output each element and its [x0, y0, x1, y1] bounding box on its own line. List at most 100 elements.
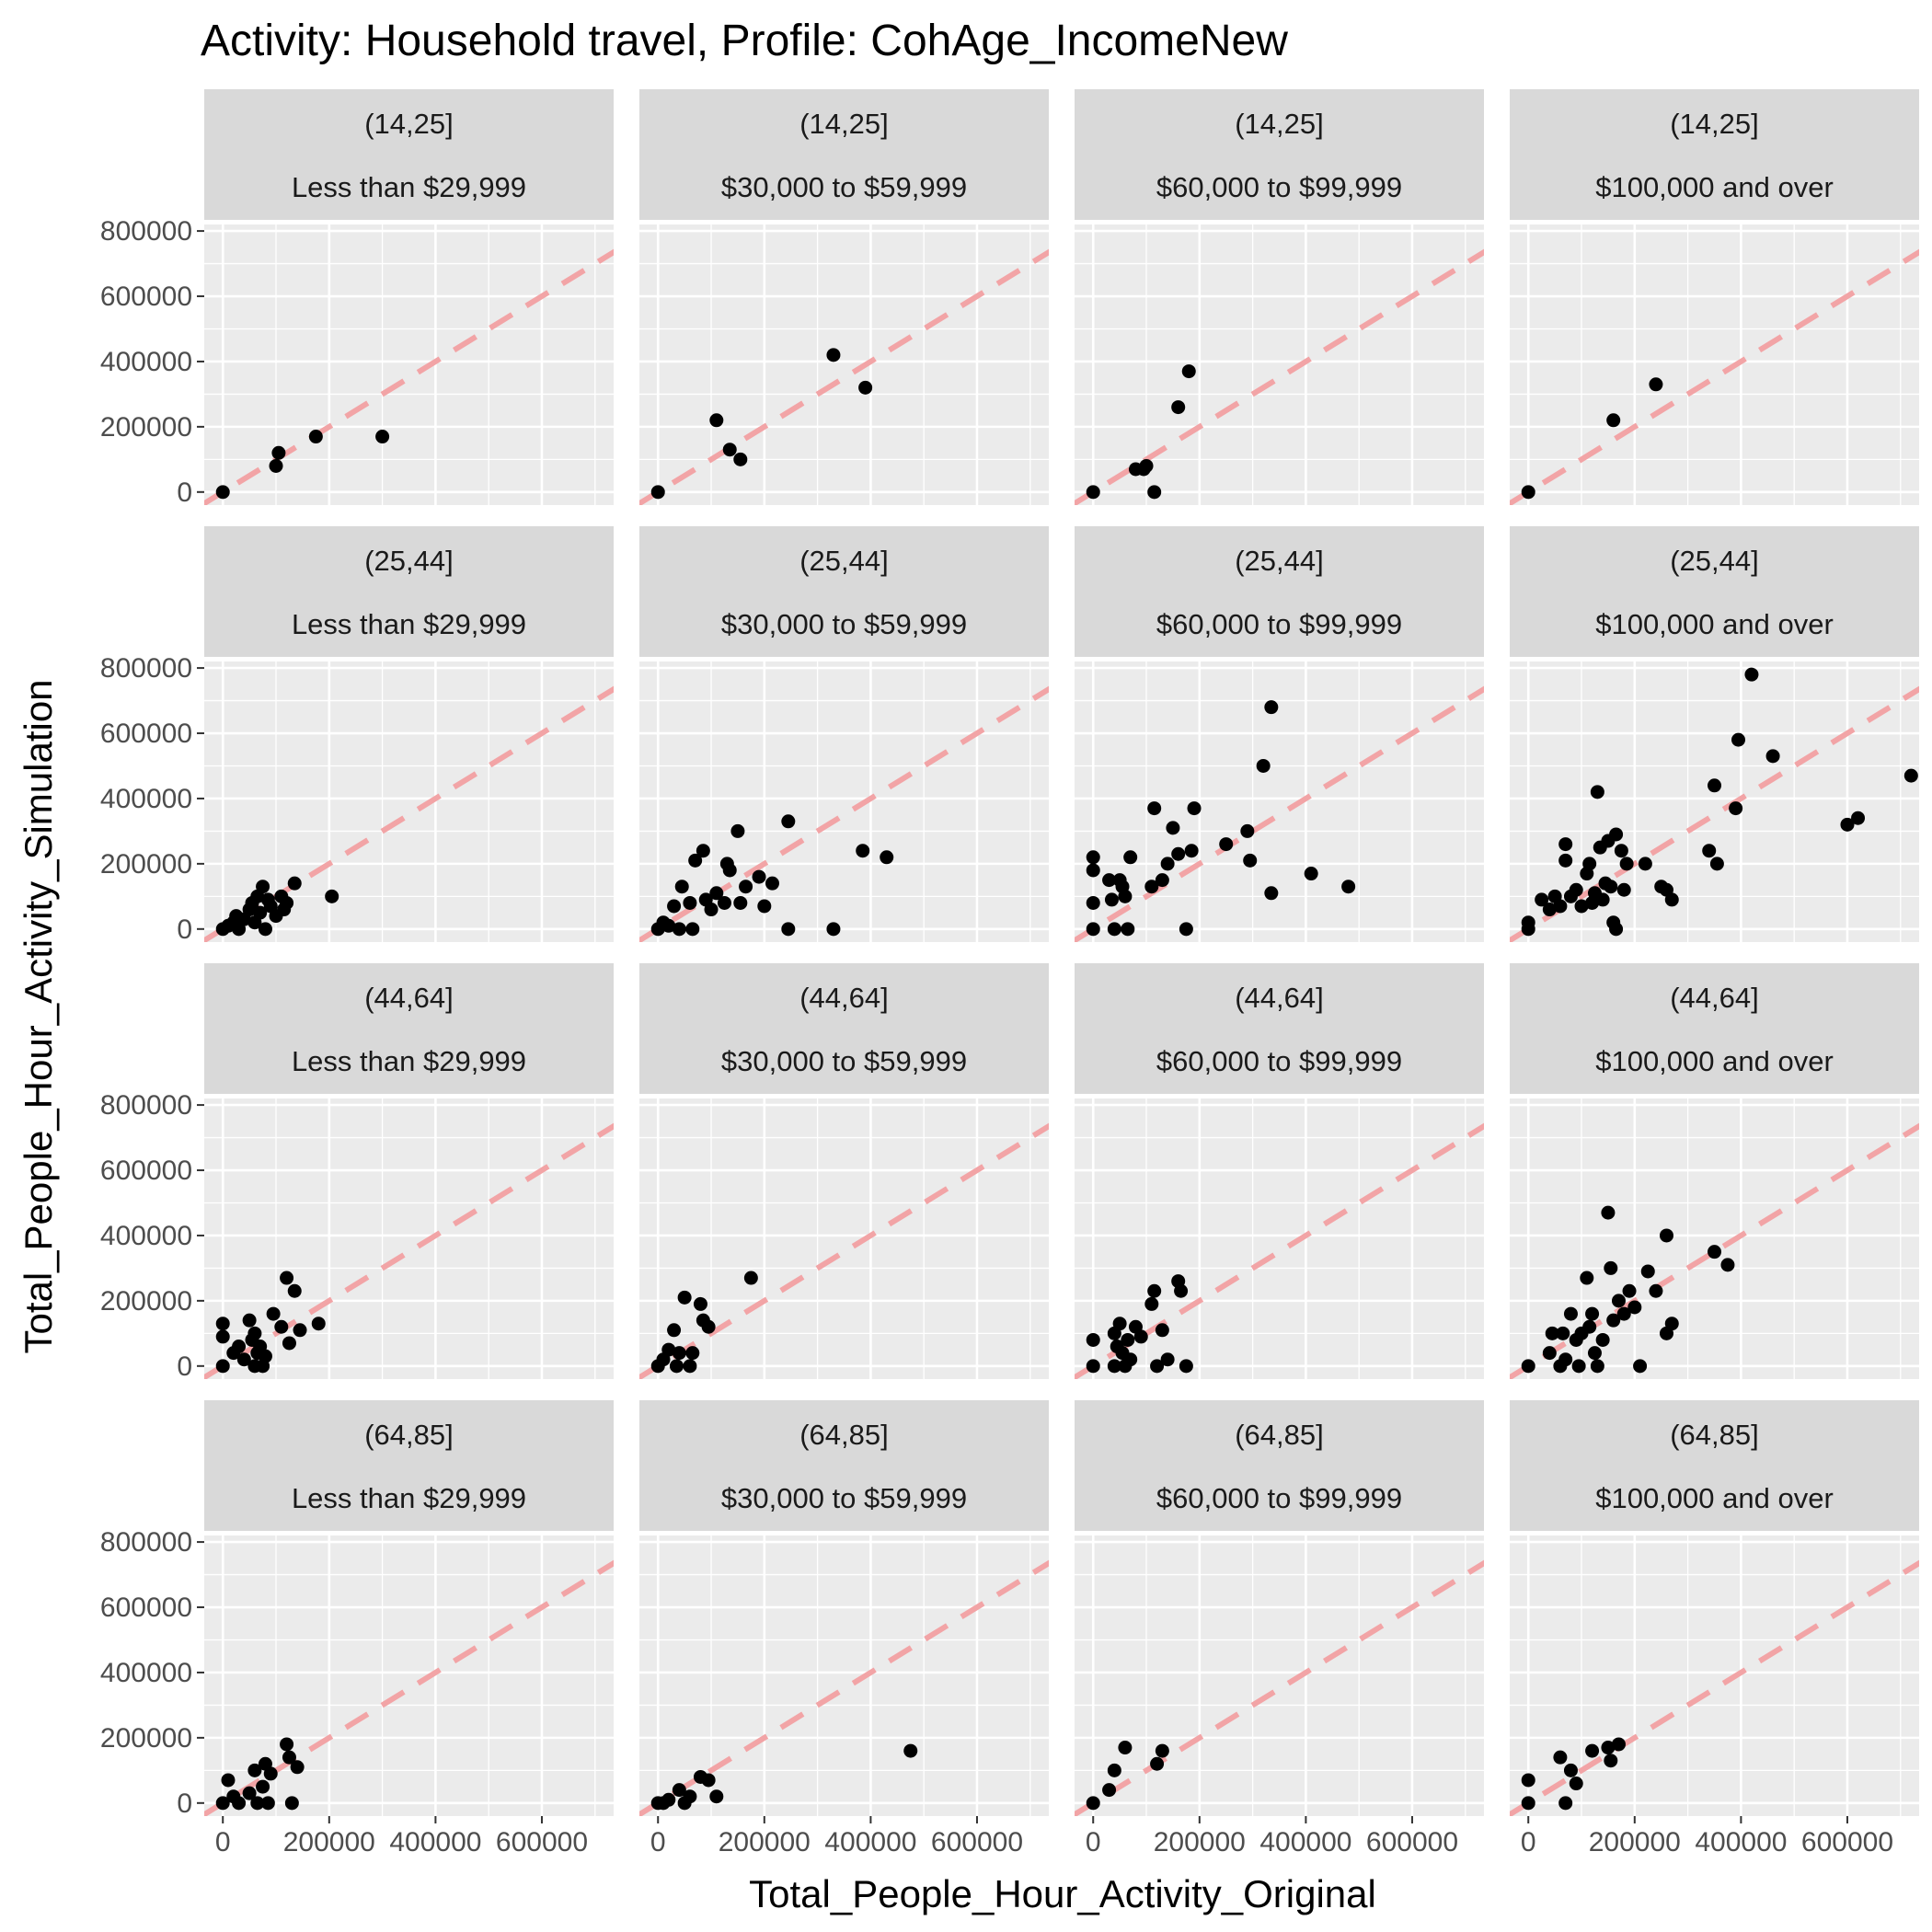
data-point: [781, 922, 796, 937]
data-point: [1187, 801, 1202, 816]
data-point: [1147, 801, 1162, 816]
x-tick-label: 600000: [1801, 1827, 1893, 1857]
panel-background: [1075, 224, 1484, 505]
data-point: [739, 880, 753, 894]
facet-strip: [1075, 526, 1484, 657]
data-point: [1521, 1359, 1535, 1374]
facet-panel: (44,64] Less than $29,999 0 200000 400000 600…: [100, 963, 614, 1382]
facet-panel: (14,25] $30,000 to $59,999: [639, 89, 1049, 505]
data-point: [757, 899, 772, 914]
facet-col-label: $60,000 to $99,999: [1156, 1482, 1402, 1514]
data-point: [215, 1317, 230, 1331]
data-point: [287, 1283, 302, 1298]
data-point: [1601, 1205, 1616, 1220]
data-point: [677, 1290, 692, 1305]
data-point: [1611, 1737, 1626, 1752]
data-point: [1590, 785, 1604, 799]
facet-strip: [1510, 526, 1919, 657]
data-point: [701, 1319, 716, 1334]
chart-title: Activity: Household travel, Profile: Coh…: [201, 17, 1288, 65]
facet-row-label: (25,44]: [1235, 545, 1324, 577]
data-point: [293, 1323, 307, 1338]
panel-background: [204, 224, 614, 505]
data-point: [1107, 1359, 1121, 1374]
data-point: [287, 876, 302, 891]
data-point: [1521, 1796, 1535, 1811]
identity-reference-line: [1075, 248, 1484, 505]
data-point: [1609, 827, 1624, 842]
facet-col-label: Less than $29,999: [292, 1045, 526, 1077]
data-point: [1542, 903, 1557, 917]
data-point: [282, 1336, 296, 1351]
data-point: [1243, 853, 1258, 868]
data-point: [1341, 880, 1356, 894]
data-point: [1840, 817, 1855, 832]
data-point: [688, 853, 703, 868]
data-point: [696, 844, 710, 858]
facet-col-label: $60,000 to $99,999: [1156, 1045, 1402, 1077]
data-point: [1139, 458, 1154, 473]
identity-reference-line: [639, 1122, 1049, 1379]
y-tick-label: 200000: [100, 1286, 192, 1317]
data-point: [1659, 1228, 1673, 1243]
data-point: [215, 1359, 230, 1374]
data-point: [781, 814, 796, 829]
data-point: [743, 1271, 758, 1285]
x-tick-label: 200000: [1154, 1827, 1246, 1857]
facet-panel: (44,64] $30,000 to $59,999: [639, 963, 1049, 1379]
data-point: [826, 348, 841, 362]
facet-col-label: $60,000 to $99,999: [1156, 608, 1402, 640]
data-point: [1614, 844, 1628, 858]
data-point: [1580, 1271, 1594, 1285]
data-point: [263, 1766, 278, 1781]
data-point: [280, 1271, 294, 1285]
data-point: [1112, 1317, 1127, 1331]
data-point: [752, 869, 766, 884]
panel-contents: [1510, 224, 1919, 505]
facet-panel: (25,44] $60,000 to $99,999: [1075, 526, 1484, 942]
data-point: [258, 922, 272, 937]
data-point: [704, 903, 719, 917]
data-point: [1903, 768, 1918, 783]
data-point: [1107, 922, 1121, 937]
y-tick-label: 400000: [100, 1658, 192, 1688]
data-point: [1851, 811, 1866, 825]
identity-reference-line: [1510, 1559, 1919, 1816]
y-tick-label: 800000: [100, 216, 192, 247]
data-point: [1604, 1260, 1618, 1275]
facet-panel: (25,44] Less than $29,999 0 200000 400000 600…: [100, 526, 614, 945]
panel-contents: [639, 1098, 1049, 1379]
panel-background: [1510, 224, 1919, 505]
data-point: [1649, 377, 1663, 392]
data-point: [308, 430, 323, 444]
data-point: [1585, 1306, 1600, 1321]
facet-strip: [204, 963, 614, 1094]
data-point: [1121, 922, 1135, 937]
facet-panel: (14,25] $60,000 to $99,999: [1075, 89, 1484, 505]
data-point: [1729, 801, 1743, 816]
data-point: [1219, 837, 1234, 852]
data-point: [701, 1773, 716, 1788]
y-tick-label: 600000: [100, 1593, 192, 1623]
data-point: [1585, 1743, 1600, 1758]
x-tick-label: 600000: [931, 1827, 1023, 1857]
data-point: [282, 1750, 296, 1765]
data-point: [247, 1763, 262, 1777]
data-point: [667, 1323, 682, 1338]
data-point: [1264, 886, 1279, 901]
facet-row-label: (14,25]: [799, 108, 889, 140]
data-point: [1604, 880, 1618, 894]
data-point: [1179, 1359, 1193, 1374]
data-point: [375, 430, 390, 444]
facet-panel: (44,64] $60,000 to $99,999: [1075, 963, 1484, 1379]
data-point: [709, 886, 724, 901]
y-tick-label: 600000: [100, 1156, 192, 1186]
identity-reference-line: [1075, 1559, 1484, 1816]
identity-reference-line: [1075, 685, 1484, 942]
data-point: [1521, 1773, 1535, 1788]
data-point: [683, 895, 697, 910]
data-point: [1604, 1754, 1618, 1768]
data-point: [1601, 1741, 1616, 1755]
data-point: [1171, 846, 1186, 861]
data-point: [1160, 857, 1175, 871]
